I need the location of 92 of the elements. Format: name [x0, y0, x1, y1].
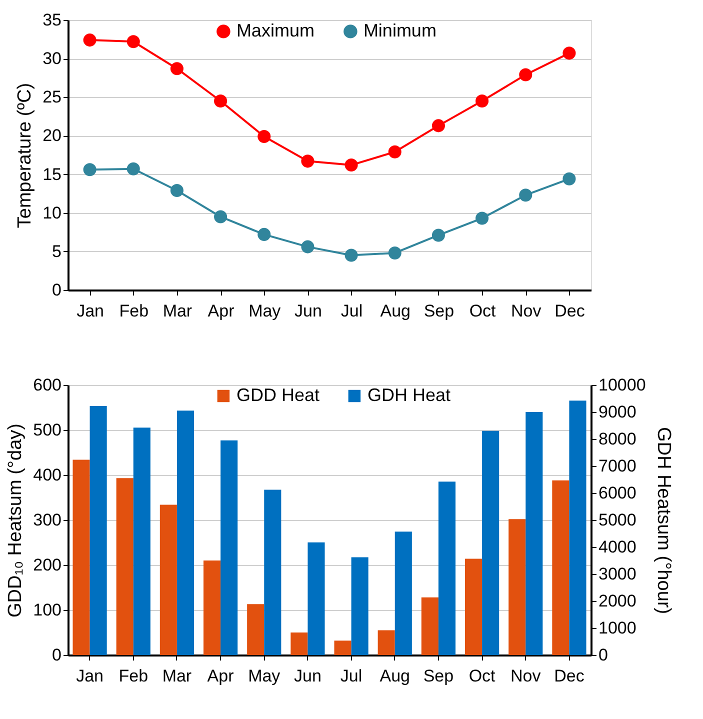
legend-label: GDD Heat: [236, 385, 320, 405]
y-tick-label: 5: [52, 242, 62, 261]
x-tick-label: Feb: [119, 302, 149, 320]
bar: [438, 482, 456, 655]
x-tick-label: Oct: [468, 666, 496, 686]
x-tick-label: Aug: [380, 302, 410, 320]
point: [83, 34, 96, 47]
y2-tick-label: 8000: [598, 430, 636, 448]
x-tick-label: Oct: [469, 302, 496, 320]
y2-tick-label: 10000: [598, 376, 646, 394]
bar: [394, 532, 412, 655]
x-tick-label: Dec: [554, 666, 585, 686]
x-tick-label: Mar: [162, 302, 192, 320]
point: [344, 158, 358, 172]
x-tick-label: May: [248, 666, 281, 686]
y2-tick-label: 2000: [598, 592, 636, 610]
x-tick-label: Jan: [76, 666, 104, 686]
point: [388, 145, 402, 158]
point: [126, 162, 140, 176]
bar: [290, 632, 308, 655]
y-tick-label: 300: [33, 510, 62, 530]
y2-tick-label: 7000: [598, 456, 636, 476]
point: [301, 154, 314, 168]
y2-tick-label: 5000: [598, 510, 636, 530]
y-tick-label: 400: [33, 466, 62, 484]
y-tick-label: 0: [52, 646, 62, 664]
y2-axis-title: GDH Heatsum (°hour): [652, 426, 674, 614]
point: [519, 68, 532, 82]
point: [344, 248, 358, 262]
bar: [308, 542, 325, 655]
point: [214, 210, 228, 224]
y-tick-label: 600: [33, 376, 62, 394]
x-tick-label: Sep: [424, 302, 454, 320]
y-tick-label: 100: [33, 600, 62, 620]
point: [258, 228, 271, 241]
x-tick-label: Nov: [510, 666, 542, 686]
x-tick-label: Aug: [380, 666, 410, 686]
y2-tick-label: 0: [598, 646, 608, 664]
point: [214, 94, 228, 108]
x-tick-label: Jan: [76, 302, 104, 320]
bar: [220, 440, 238, 655]
x-tick-label: Sep: [423, 666, 454, 686]
point: [170, 62, 184, 76]
point: [562, 46, 576, 60]
bar: [247, 604, 264, 655]
point: [562, 172, 576, 186]
x-tick-label: Jun: [294, 666, 322, 686]
point: [388, 246, 402, 260]
y-tick-label: 0: [52, 280, 62, 300]
y-tick-label: 15: [42, 164, 62, 184]
y2-tick-label: 9000: [598, 402, 636, 422]
point: [170, 184, 184, 197]
x-tick-label: Apr: [207, 666, 234, 686]
bar: [334, 640, 352, 655]
y-tick-label: 25: [42, 88, 62, 107]
y-tick-label: 200: [33, 556, 62, 574]
x-tick-label: Jul: [340, 302, 363, 320]
point: [476, 212, 489, 225]
legend-label: Maximum: [236, 20, 314, 40]
y-axis-title: Temperature (ºC): [14, 82, 36, 228]
y-tick-label: 500: [33, 420, 62, 440]
point: [476, 94, 489, 108]
bar: [378, 630, 395, 655]
legend-label: GDH Heat: [367, 385, 450, 405]
y-tick-label: 30: [42, 49, 62, 68]
bar: [264, 490, 282, 655]
x-tick-label: Nov: [511, 302, 542, 320]
legend-label: Minimum: [363, 20, 436, 40]
y2-tick-label: 6000: [598, 484, 636, 502]
x-tick-label: Feb: [118, 666, 148, 686]
y2-tick-label: 3000: [598, 564, 636, 584]
x-tick-label: Jul: [340, 666, 362, 686]
x-tick-label: Dec: [554, 302, 586, 320]
point: [83, 163, 96, 176]
y-tick-label: 20: [42, 126, 62, 146]
bar: [351, 557, 368, 655]
point: [301, 240, 314, 254]
point: [126, 35, 140, 48]
point: [432, 119, 445, 132]
bar: [482, 430, 500, 655]
y-axis-title: GDD₁₀ Heatsum (°day): [5, 424, 26, 618]
point: [519, 188, 532, 202]
x-tick-label: May: [248, 302, 282, 320]
x-tick-label: Apr: [208, 302, 235, 320]
y-tick-label: 10: [42, 203, 62, 222]
x-tick-label: Mar: [162, 666, 192, 686]
y-tick-label: 35: [42, 10, 62, 30]
point: [258, 130, 271, 143]
y2-tick-label: 1000: [598, 618, 636, 638]
x-tick-label: Jun: [294, 302, 322, 320]
point: [432, 228, 445, 242]
y2-tick-label: 4000: [598, 538, 636, 556]
